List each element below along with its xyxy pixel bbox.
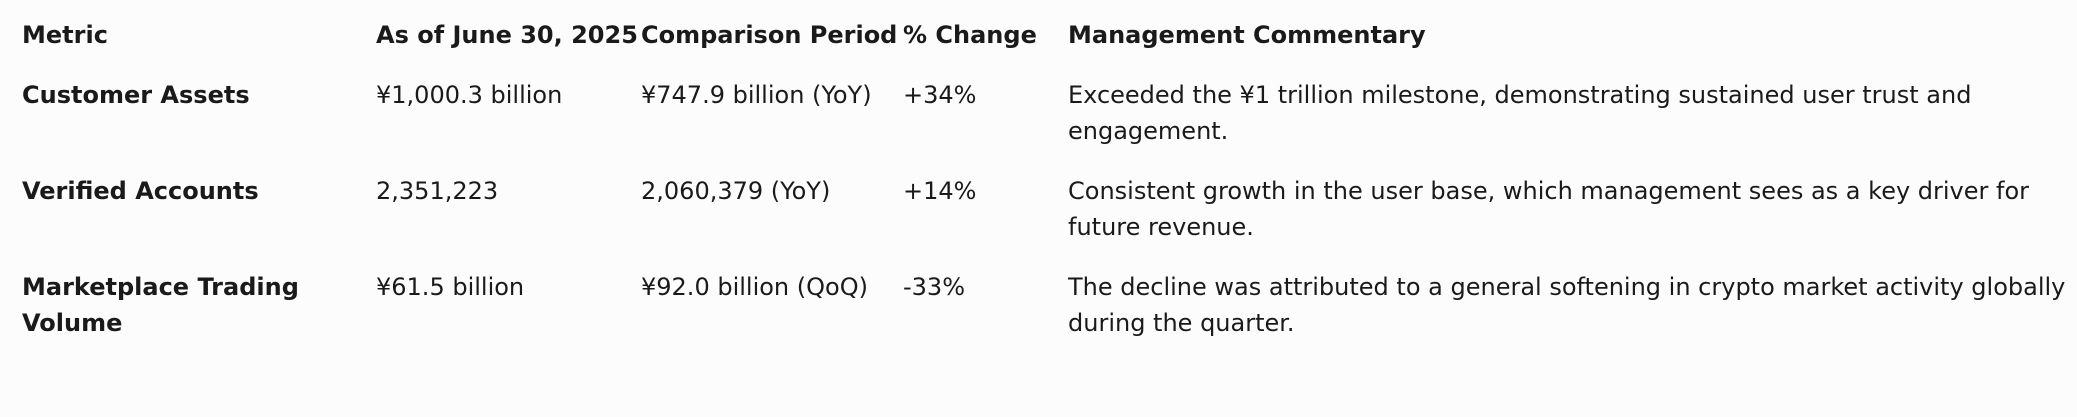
cell-current-value: ¥61.5 billion: [376, 273, 525, 301]
header-metric: Metric: [22, 21, 108, 49]
table-row: Marketplace Trading Volume ¥61.5 billion…: [0, 269, 2077, 349]
table-row: Customer Assets ¥1,000.3 billion ¥747.9 …: [0, 77, 2077, 173]
header-management-commentary: Management Commentary: [1068, 21, 1426, 49]
cell-percent-change: +14%: [903, 177, 977, 205]
metrics-table: Metric As of June 30, 2025 Comparison Pe…: [0, 17, 2077, 349]
table-body: Customer Assets ¥1,000.3 billion ¥747.9 …: [0, 77, 2077, 349]
cell-commentary: Consistent growth in the user base, whic…: [1068, 177, 2030, 241]
header-percent-change: % Change: [903, 21, 1037, 49]
cell-metric: Customer Assets: [22, 81, 250, 109]
table-row: Verified Accounts 2,351,223 2,060,379 (Y…: [0, 173, 2077, 269]
cell-percent-change: -33%: [903, 273, 966, 301]
cell-comparison-value: ¥92.0 billion (QoQ): [641, 273, 868, 301]
header-as-of-date: As of June 30, 2025: [376, 21, 638, 49]
header-comparison-period: Comparison Period: [641, 21, 898, 49]
cell-metric: Marketplace Trading Volume: [22, 273, 299, 337]
header-row: Metric As of June 30, 2025 Comparison Pe…: [0, 17, 2077, 77]
cell-percent-change: +34%: [903, 81, 977, 109]
table-header: Metric As of June 30, 2025 Comparison Pe…: [0, 17, 2077, 77]
cell-commentary: The decline was attributed to a general …: [1068, 273, 2066, 337]
cell-comparison-value: 2,060,379 (YoY): [641, 177, 831, 205]
cell-current-value: 2,351,223: [376, 177, 499, 205]
cell-commentary: Exceeded the ¥1 trillion milestone, demo…: [1068, 81, 1972, 145]
cell-metric: Verified Accounts: [22, 177, 259, 205]
cell-current-value: ¥1,000.3 billion: [376, 81, 563, 109]
cell-comparison-value: ¥747.9 billion (YoY): [641, 81, 872, 109]
